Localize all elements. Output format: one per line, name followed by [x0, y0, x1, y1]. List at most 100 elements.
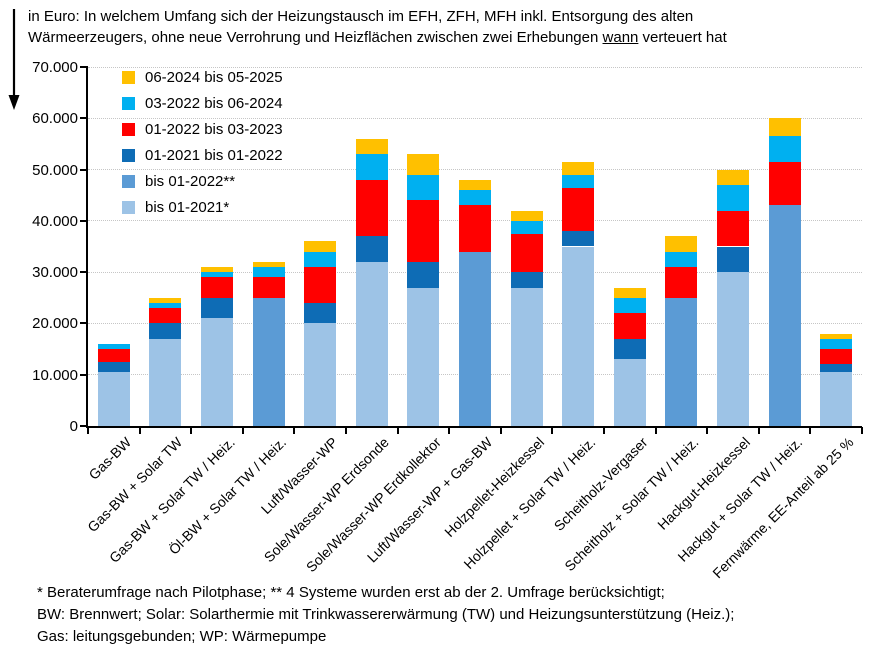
footnote-line2: BW: Brennwert; Solar: Solarthermie mit T… [37, 606, 735, 623]
bar-segment [613, 313, 646, 339]
x-axis-label: Gas-BW [85, 434, 135, 483]
bar-segment [459, 251, 491, 426]
bar-segment [201, 272, 233, 278]
bar-segment [304, 251, 337, 267]
x-axis-tick [87, 427, 89, 434]
legend-item: 03-2022 bis 06-2024 [122, 90, 283, 116]
legend-label: bis 01-2021* [145, 198, 230, 216]
bar-segment [510, 220, 543, 234]
chart-title: in Euro: In welchem Umfang sich der Heiz… [28, 6, 727, 48]
y-axis-tick-label: 0 [69, 418, 78, 435]
bar-segment [304, 267, 337, 303]
y-axis-tick [80, 271, 88, 274]
bar-segment [355, 154, 388, 180]
x-axis-tick [706, 427, 709, 434]
x-axis-tick [448, 427, 451, 434]
x-axis-tick [396, 427, 399, 434]
bar-segment [201, 277, 233, 298]
legend-swatch [122, 96, 135, 110]
y-axis-tick-label: 40.000 [32, 212, 78, 230]
x-axis-tick [190, 427, 193, 434]
bar-segment [304, 302, 337, 324]
bar-segment [201, 267, 233, 273]
x-axis-tick [138, 427, 141, 434]
y-axis-tick [80, 117, 88, 120]
bar-segment [201, 297, 233, 319]
bar-segment [717, 246, 749, 273]
bar-segment [97, 361, 130, 373]
bar-segment [97, 372, 130, 426]
y-axis-tick-label: 30.000 [32, 264, 78, 282]
chart-legend: 06-2024 bis 05-2025 03-2022 bis 06-2024 01… [122, 64, 283, 220]
gridline [88, 66, 862, 68]
chart-title-line2-after: verteuert hat [638, 29, 727, 46]
bar-segment [355, 236, 388, 262]
bar-segment [665, 297, 698, 426]
y-axis-tick-label: 70.000 [32, 59, 78, 76]
bar-segment [562, 161, 595, 175]
bar-segment [510, 287, 543, 426]
bar-segment [149, 308, 182, 324]
chart-title-underlined-word: wann [602, 29, 639, 46]
bar-segment [820, 372, 853, 426]
legend-item: 01-2021 bis 01-2022 [122, 142, 283, 168]
x-axis-label: Gas-BW + Solar TW [84, 434, 186, 536]
bar-segment [252, 267, 285, 278]
x-axis-label: Hackgut-Heizkessel [654, 434, 754, 533]
bar-segment [407, 154, 440, 175]
footnote-line1: * Beraterumfrage nach Pilotphase; ** 4 S… [37, 584, 665, 601]
bar-segment [252, 261, 285, 267]
x-axis-tick [861, 427, 863, 434]
x-axis-tick [241, 427, 244, 434]
bar-segment [97, 343, 130, 350]
chart-title-line2: Wärmeerzeugers, ohne neue Verrohrung und… [28, 27, 727, 48]
down-arrow-icon [5, 6, 23, 119]
bar-segment [665, 236, 698, 252]
legend-item: 06-2024 bis 05-2025 [122, 64, 283, 90]
bar-segment [768, 136, 801, 162]
legend-label: 06-2024 bis 05-2025 [145, 68, 283, 86]
bar-segment [768, 118, 801, 137]
bar-segment [820, 338, 853, 350]
bar-segment [407, 200, 440, 262]
bar-segment [407, 287, 440, 426]
bar-segment [613, 297, 646, 314]
bar-segment [510, 233, 543, 273]
legend-swatch [122, 122, 135, 136]
y-axis-tick-label: 10.000 [32, 366, 78, 384]
gridline [88, 117, 862, 119]
y-axis-tick-label: 20.000 [32, 315, 78, 333]
bar-segment [562, 187, 595, 232]
bar-segment [355, 261, 388, 426]
legend-swatch [122, 200, 135, 214]
bar-segment [768, 161, 801, 206]
bar-segment [665, 251, 698, 267]
bar-segment [820, 333, 853, 339]
bar-segment [355, 179, 388, 237]
footnote-line3: Gas: leitungsgebunden; WP: Wärmepumpe [37, 628, 327, 645]
bar-segment [149, 323, 182, 339]
bar-segment [717, 169, 749, 185]
bar-segment [97, 349, 130, 362]
bar-segment [717, 272, 749, 426]
y-axis [86, 67, 88, 428]
x-axis-tick [603, 427, 605, 434]
bar-segment [407, 174, 440, 201]
bar-segment [562, 246, 595, 426]
x-axis-tick [809, 427, 812, 434]
bar-segment [820, 364, 853, 373]
y-axis-tick [80, 219, 88, 222]
y-axis-tick-label: 60.000 [32, 110, 78, 128]
legend-swatch [122, 174, 135, 188]
bar-segment [613, 287, 646, 298]
y-axis-tick [80, 66, 88, 68]
bar-segment [717, 210, 749, 247]
bar-segment [613, 359, 646, 426]
bar-segment [201, 318, 233, 426]
bar-segment [252, 277, 285, 298]
x-axis-tick [499, 427, 502, 434]
legend-label: 01-2022 bis 03-2023 [145, 120, 283, 138]
bar-segment [459, 190, 491, 206]
legend-label: 03-2022 bis 06-2024 [145, 94, 283, 112]
